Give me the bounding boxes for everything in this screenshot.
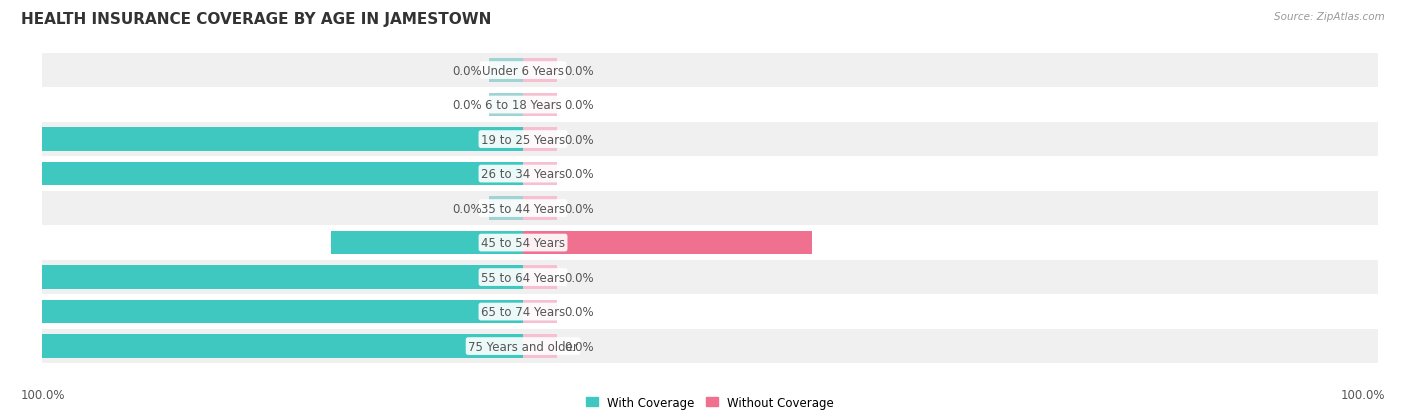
Text: 0.0%: 0.0% [453,202,482,215]
Bar [42,128,523,152]
Text: 100.0%: 100.0% [21,388,66,401]
Text: 6 to 18 Years: 6 to 18 Years [485,99,561,112]
Legend: With Coverage, Without Coverage: With Coverage, Without Coverage [581,391,839,413]
Text: 100.0%: 100.0% [0,133,35,146]
Text: 100.0%: 100.0% [0,168,35,180]
Bar [42,88,1378,123]
Text: 0.0%: 0.0% [453,64,482,77]
Text: 0.0%: 0.0% [564,271,593,284]
Bar [42,226,1378,260]
Bar [42,157,1378,191]
Text: 40.0%: 40.0% [283,237,323,249]
Text: 55 to 64 Years: 55 to 64 Years [481,271,565,284]
Bar [489,94,523,117]
Text: 0.0%: 0.0% [564,202,593,215]
Text: 75 Years and older: 75 Years and older [468,340,578,353]
Bar [42,191,1378,226]
Bar [42,162,523,186]
Bar [42,123,1378,157]
Bar [523,231,811,255]
Bar [523,197,557,220]
Text: 100.0%: 100.0% [1340,388,1385,401]
Bar [523,94,557,117]
Text: 100.0%: 100.0% [0,340,35,353]
Bar [523,59,557,83]
Bar [523,300,557,323]
Bar [489,197,523,220]
Bar [42,260,1378,294]
Bar [523,128,557,152]
Text: 45 to 54 Years: 45 to 54 Years [481,237,565,249]
Bar [42,335,523,358]
Text: 0.0%: 0.0% [564,305,593,318]
Text: Under 6 Years: Under 6 Years [482,64,564,77]
Bar [523,266,557,289]
Bar [42,329,1378,363]
Bar [42,54,1378,88]
Text: 60.0%: 60.0% [818,237,859,249]
Text: 0.0%: 0.0% [564,99,593,112]
Bar [42,266,523,289]
Text: 0.0%: 0.0% [564,340,593,353]
Bar [523,335,557,358]
Text: HEALTH INSURANCE COVERAGE BY AGE IN JAMESTOWN: HEALTH INSURANCE COVERAGE BY AGE IN JAME… [21,12,492,27]
Text: Source: ZipAtlas.com: Source: ZipAtlas.com [1274,12,1385,22]
Text: 26 to 34 Years: 26 to 34 Years [481,168,565,180]
Bar [42,300,523,323]
Bar [523,162,557,186]
Text: 0.0%: 0.0% [453,99,482,112]
Bar [42,294,1378,329]
Text: 0.0%: 0.0% [564,168,593,180]
Text: 100.0%: 100.0% [0,305,35,318]
Text: 19 to 25 Years: 19 to 25 Years [481,133,565,146]
Text: 100.0%: 100.0% [0,271,35,284]
Text: 65 to 74 Years: 65 to 74 Years [481,305,565,318]
Text: 35 to 44 Years: 35 to 44 Years [481,202,565,215]
Text: 0.0%: 0.0% [564,133,593,146]
Bar [330,231,523,255]
Text: 0.0%: 0.0% [564,64,593,77]
Bar [489,59,523,83]
